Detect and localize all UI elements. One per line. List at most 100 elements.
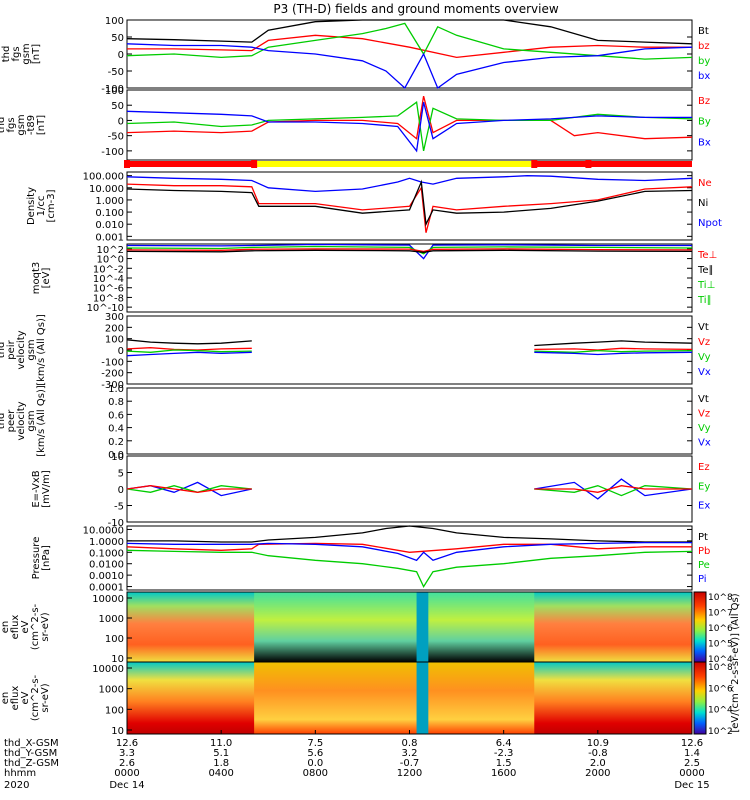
legend-label: bz xyxy=(698,41,710,52)
mode-marker xyxy=(124,160,130,168)
series-line xyxy=(534,349,693,353)
ytick-label: 10.0000 xyxy=(83,525,124,536)
ytick-label: 300 xyxy=(105,312,124,323)
panel-ylabel: moqt3[eV] xyxy=(31,262,52,295)
mode-segment xyxy=(254,161,535,167)
legend-label: Te⊥ xyxy=(697,250,717,261)
series-line xyxy=(126,541,692,562)
ytick-label: 0 xyxy=(118,346,124,357)
legend-label: Vt xyxy=(698,322,709,333)
ytick-label: 100 xyxy=(105,86,124,97)
series-line xyxy=(126,351,252,357)
panel-ylabel: thdfgsgsm[nT] xyxy=(1,43,42,64)
ytick-label: -100 xyxy=(101,147,124,158)
panel-fgs-gsm: 100 50 0 -50 -100 thdfgsgsm[nT] Bt bz by bx xyxy=(1,16,710,95)
series-line xyxy=(126,22,693,60)
legend-label: Ti∥ xyxy=(697,295,712,306)
legend-label: Bz xyxy=(698,96,710,107)
xtick-label: 1600 xyxy=(491,768,516,779)
series-line xyxy=(534,351,693,356)
colorbar-tick: 10^8 xyxy=(708,663,733,673)
series-line xyxy=(126,349,252,353)
xtick-label: 2.5 xyxy=(684,758,700,769)
ytick-label: 10 xyxy=(111,452,124,463)
ytick-label: 100.000 xyxy=(83,172,124,183)
ytick-label: 1.0 xyxy=(108,384,124,395)
legend-label: Ez xyxy=(698,462,710,473)
legend-label: Ti⊥ xyxy=(697,280,715,291)
ytick-label: 1.000 xyxy=(95,196,124,207)
ytick-label: 0.1000 xyxy=(89,548,124,559)
legend-label: Ne xyxy=(698,178,712,189)
legend-label: Ex xyxy=(698,501,710,512)
colorbar-tick: 10^2 xyxy=(708,727,733,737)
legend-label: Vx xyxy=(698,438,711,449)
ytick-label: 0.0001 xyxy=(89,583,124,594)
xtick-label: 12.6 xyxy=(116,738,138,749)
xtick-label: -2.3 xyxy=(494,748,514,759)
xtick-label: -0.7 xyxy=(400,758,420,769)
colorbar-tick: 10^4 xyxy=(708,655,733,665)
panel-peir-spec: 10000 1000 100 10 thdpeirenefluxeV(cm^2-s-sr… xyxy=(0,591,693,665)
panel-efield: 10 5 0 -5 -10 E=-VxB[mV/m] Ez Ey Ex xyxy=(31,452,710,529)
panel-frame xyxy=(126,315,693,385)
panel-ylabel: thdpeervelocitygsm[km/s (All Qs)] xyxy=(0,385,47,457)
panels: 100500-50-100thdfgsgsm[nT]Btbzbybx100500… xyxy=(0,16,722,737)
ytick-label: 100 xyxy=(105,335,124,346)
panel-fgs-gse-reducedsub: 100 50 0 -50 -100 thdfgsgsm-t89[nT] Bz By Bx xyxy=(0,86,711,161)
legend-label: bx xyxy=(698,71,710,82)
xtick-label: 12.6 xyxy=(681,738,703,749)
series-line xyxy=(127,525,692,543)
colorbar-tick: 10^6 xyxy=(708,684,733,694)
xtick-label: 0000 xyxy=(679,768,704,779)
series-line xyxy=(534,347,693,351)
xtick-label: 11.0 xyxy=(210,738,232,749)
xaxis-row-label: thd_X-GSM xyxy=(4,738,59,749)
legend-label: Vt xyxy=(698,394,709,405)
mode-marker xyxy=(251,160,258,168)
series-line xyxy=(126,485,252,493)
ytick-label: 100 xyxy=(105,705,124,716)
ytick-label: 10^0 xyxy=(97,255,124,266)
colorbar-tick: 10^8 xyxy=(708,593,733,603)
legend-label: Bx xyxy=(698,137,711,148)
panel-peer-velocity: 1.0 0.8 0.6 0.4 0.2 0.0 thdpeervelocitygsm[km/… xyxy=(0,384,711,461)
ytick-label: 0.0100 xyxy=(89,560,124,571)
series-line xyxy=(126,179,693,227)
ytick-label: -300 xyxy=(101,380,124,391)
colorbar-tick: 10^5 xyxy=(708,640,733,650)
legend-label: Bt xyxy=(698,26,709,37)
colorbar-tick: 10^6 xyxy=(708,624,733,634)
xtick-label: 0400 xyxy=(208,768,233,779)
legend-label: Npot xyxy=(698,218,722,229)
xaxis-row-label: hhmm xyxy=(4,768,36,779)
ytick-label: -50 xyxy=(108,67,124,78)
xtick-label: Dec 15 xyxy=(674,780,709,791)
ytick-label: 10^-10 xyxy=(87,303,124,314)
panel-frame xyxy=(126,387,693,455)
ytick-label: 10^-4 xyxy=(93,274,124,285)
xtick-label: 2.0 xyxy=(590,758,606,769)
colorbar-label: [eV/(cm^2-s-sr-eV)] (All Qs) xyxy=(730,593,741,732)
panel-ylabel: E=-VxB[mV/m] xyxy=(31,470,52,508)
xtick-label: Dec 14 xyxy=(109,780,144,791)
series-line xyxy=(534,485,692,493)
panel-ylabel: thdfgsgsm-t89[nT] xyxy=(0,114,47,135)
xtick-label: 0.0 xyxy=(307,758,323,769)
ytick-label: 0.001 xyxy=(95,232,124,243)
xaxis-row-label: 2020 xyxy=(4,780,29,791)
spectrogram-perigee xyxy=(416,592,429,662)
mode-segment xyxy=(127,161,255,167)
xtick-label: 1.8 xyxy=(213,758,229,769)
legend-label: Pi xyxy=(698,574,707,585)
ytick-label: -50 xyxy=(108,132,124,143)
ytick-label: 0.8 xyxy=(108,397,124,408)
ytick-label: 10^2 xyxy=(97,245,124,256)
mode-marker xyxy=(585,160,592,168)
colorbar: 10^810^710^610^510^410^810^610^410^2[eV/… xyxy=(693,591,741,737)
legend-label: Pt xyxy=(698,532,708,543)
ytick-label: 0.2 xyxy=(108,437,124,448)
series-line xyxy=(126,249,693,253)
